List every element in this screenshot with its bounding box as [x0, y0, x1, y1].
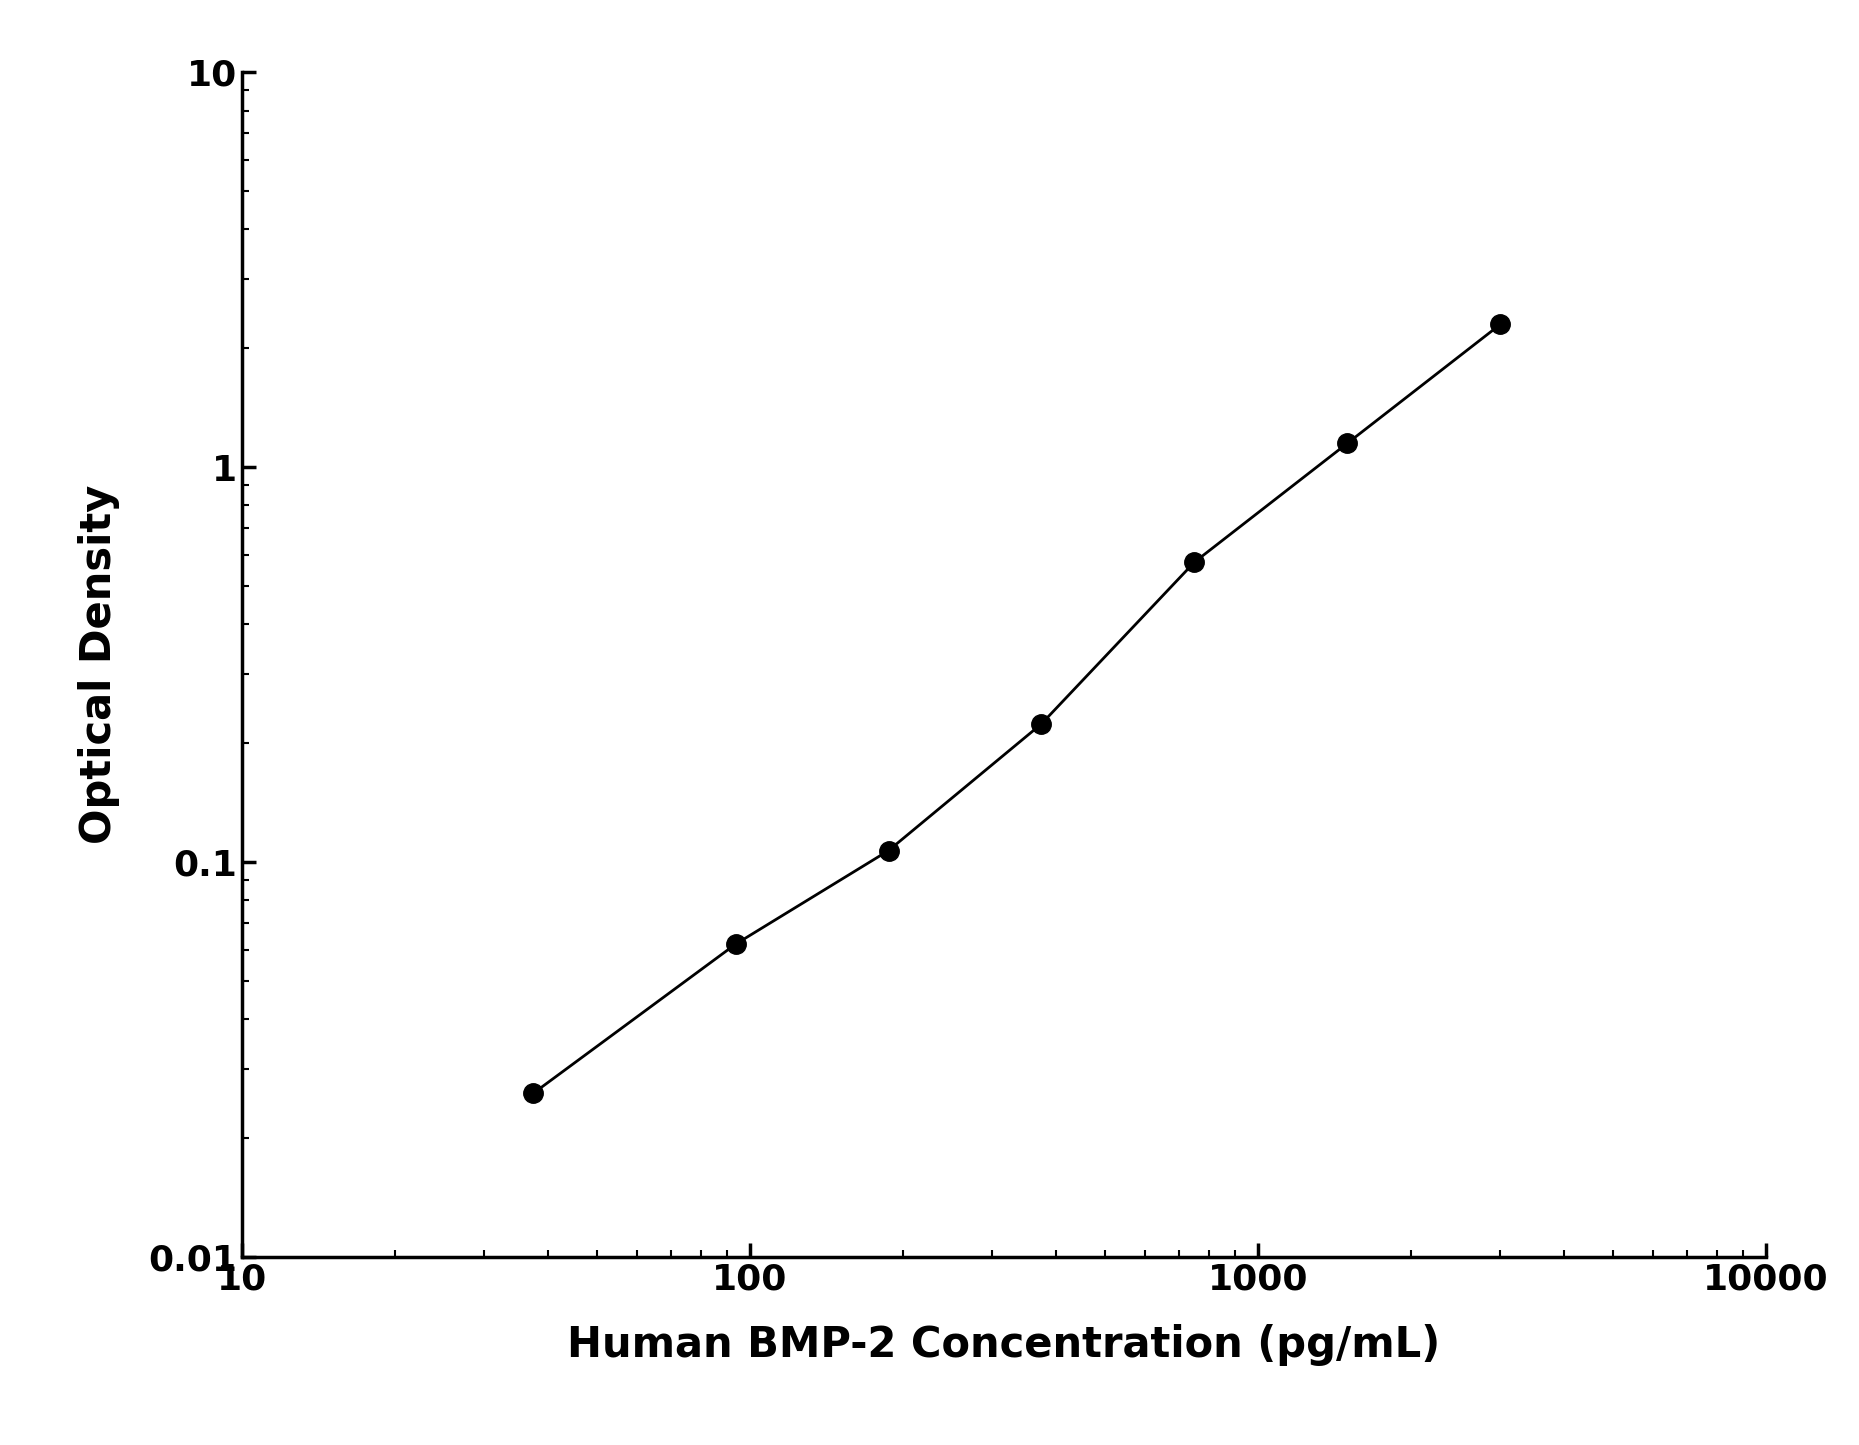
X-axis label: Human BMP-2 Concentration (pg/mL): Human BMP-2 Concentration (pg/mL)	[567, 1324, 1441, 1366]
Y-axis label: Optical Density: Optical Density	[78, 486, 121, 844]
